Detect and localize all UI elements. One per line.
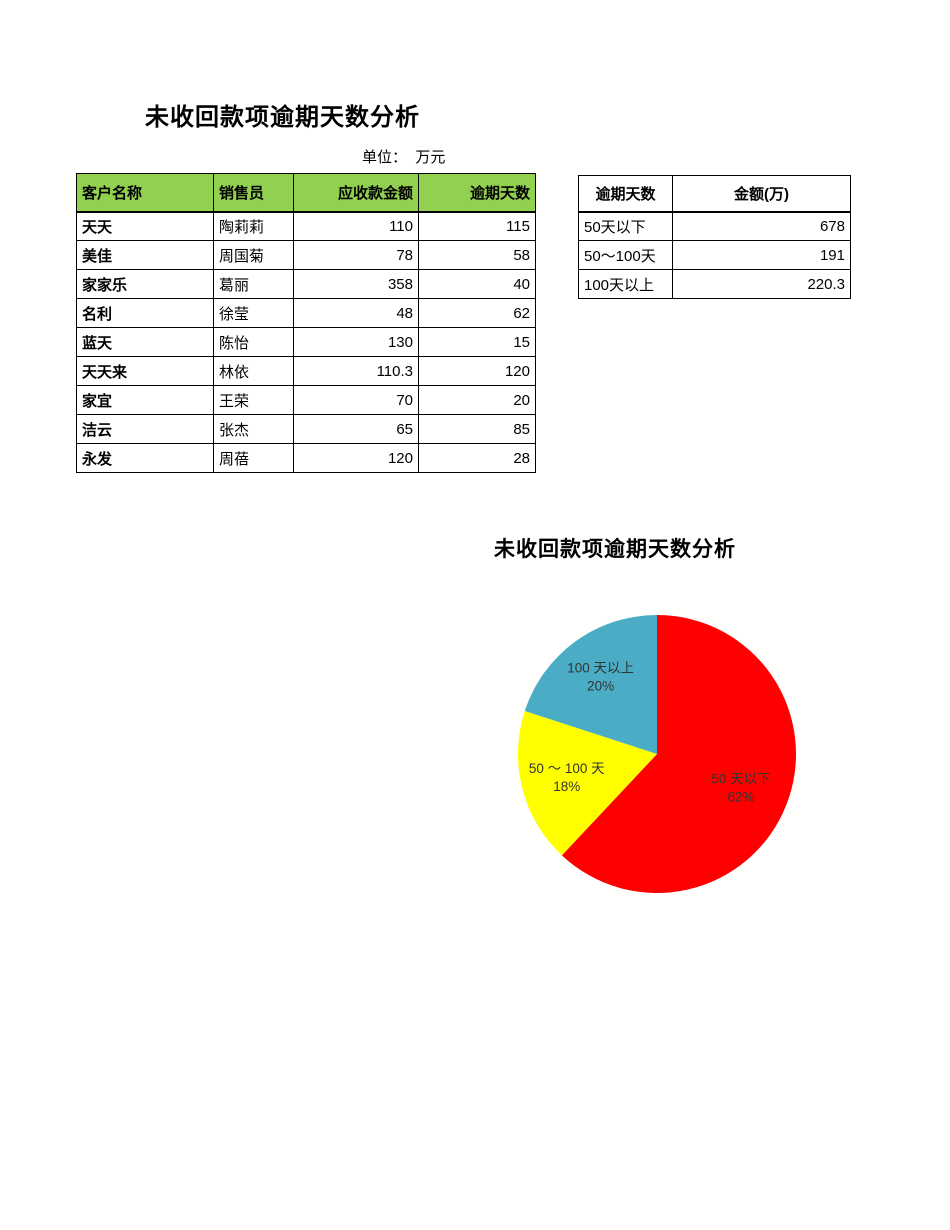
overdue-bucket-cell[interactable]: 50天以下 [578, 211, 673, 241]
receivable-amount-cell[interactable]: 70 [293, 385, 419, 415]
overdue-days-cell[interactable]: 120 [418, 356, 536, 386]
summary-table: 逾期天数 金额(万) 50天以下 678 50～100天 191 100天以上 220.3 [578, 175, 851, 299]
receivable-amount-cell[interactable]: 358 [293, 269, 419, 299]
pie-slice-2[interactable] [517, 711, 657, 856]
overdue-days-cell[interactable]: 62 [418, 298, 536, 328]
customer-name-cell[interactable]: 美佳 [76, 240, 214, 270]
overdue-days-cell[interactable]: 40 [418, 269, 536, 299]
overdue-days-cell[interactable]: 15 [418, 327, 536, 357]
receivables-table-header-row: 客户名称 销售员 应收款金额 逾期天数 [76, 173, 536, 213]
salesperson-cell[interactable]: 周国菊 [213, 240, 294, 270]
overdue-days-cell[interactable]: 20 [418, 385, 536, 415]
table-row: 洁云 张杰 65 85 [76, 414, 536, 444]
salesperson-cell[interactable]: 葛丽 [213, 269, 294, 299]
summary-row: 50天以下 678 [578, 211, 851, 241]
pie-slice-label: 100 天以上 20% [567, 660, 634, 693]
bucket-amount-cell[interactable]: 220.3 [672, 269, 851, 299]
summary-table-header-row: 逾期天数 金额(万) [578, 175, 851, 213]
table-row: 永发 周蓓 120 28 [76, 443, 536, 473]
salesperson-cell[interactable]: 周蓓 [213, 443, 294, 473]
salesperson-cell[interactable]: 陶莉莉 [213, 211, 294, 241]
salesperson-cell[interactable]: 徐莹 [213, 298, 294, 328]
pie-slice-1[interactable] [561, 615, 796, 893]
overdue-days-cell[interactable]: 28 [418, 443, 536, 473]
salesperson-cell[interactable]: 王荣 [213, 385, 294, 415]
summary-column-header[interactable]: 金额(万) [672, 175, 851, 213]
column-header[interactable]: 客户名称 [76, 173, 214, 213]
pie-slice-label: 50 ～ 100 天 18% [529, 761, 605, 794]
bucket-amount-cell[interactable]: 678 [672, 211, 851, 241]
customer-name-cell[interactable]: 蓝天 [76, 327, 214, 357]
column-header[interactable]: 逾期天数 [418, 173, 536, 213]
receivables-table: 客户名称 销售员 应收款金额 逾期天数 天天 陶莉莉 110 115 美佳 周国菊 78 58 家家乐… [76, 173, 536, 473]
customer-name-cell[interactable]: 家家乐 [76, 269, 214, 299]
overdue-days-cell[interactable]: 58 [418, 240, 536, 270]
page-title: 未收回款项逾期天数分析 [145, 104, 420, 131]
column-header[interactable]: 应收款金额 [293, 173, 419, 213]
customer-name-cell[interactable]: 永发 [76, 443, 214, 473]
bucket-amount-cell[interactable]: 191 [672, 240, 851, 270]
pie-slice-3[interactable] [524, 615, 657, 754]
salesperson-cell[interactable]: 张杰 [213, 414, 294, 444]
receivable-amount-cell[interactable]: 130 [293, 327, 419, 357]
overdue-days-cell[interactable]: 85 [418, 414, 536, 444]
customer-name-cell[interactable]: 洁云 [76, 414, 214, 444]
summary-column-header[interactable]: 逾期天数 [578, 175, 673, 213]
customer-name-cell[interactable]: 名利 [76, 298, 214, 328]
pie-chart: 50 天以下 62% 50 ～ 100 天 18% 100 天以上 20% [517, 615, 796, 893]
salesperson-cell[interactable]: 陈怡 [213, 327, 294, 357]
customer-name-cell[interactable]: 天天 [76, 211, 214, 241]
receivable-amount-cell[interactable]: 48 [293, 298, 419, 328]
customer-name-cell[interactable]: 家宜 [76, 385, 214, 415]
summary-row: 50～100天 191 [578, 240, 851, 270]
pie-slice-label: 50 天以下 62% [711, 771, 770, 804]
receivable-amount-cell[interactable]: 120 [293, 443, 419, 473]
table-row: 天天 陶莉莉 110 115 [76, 211, 536, 241]
receivable-amount-cell[interactable]: 110.3 [293, 356, 419, 386]
receivable-amount-cell[interactable]: 65 [293, 414, 419, 444]
table-row: 天天来 林依 110.3 120 [76, 356, 536, 386]
table-row: 名利 徐莹 48 62 [76, 298, 536, 328]
customer-name-cell[interactable]: 天天来 [76, 356, 214, 386]
column-header[interactable]: 销售员 [213, 173, 294, 213]
receivable-amount-cell[interactable]: 110 [293, 211, 419, 241]
table-row: 家家乐 葛丽 358 40 [76, 269, 536, 299]
overdue-bucket-cell[interactable]: 50～100天 [578, 240, 673, 270]
overdue-days-cell[interactable]: 115 [418, 211, 536, 241]
table-row: 蓝天 陈怡 130 15 [76, 327, 536, 357]
table-row: 家宜 王荣 70 20 [76, 385, 536, 415]
unit-label: 单位： 万元 [362, 149, 446, 166]
overdue-bucket-cell[interactable]: 100天以上 [578, 269, 673, 299]
chart-title: 未收回款项逾期天数分析 [494, 538, 736, 561]
table-row: 美佳 周国菊 78 58 [76, 240, 536, 270]
summary-row: 100天以上 220.3 [578, 269, 851, 299]
salesperson-cell[interactable]: 林依 [213, 356, 294, 386]
receivable-amount-cell[interactable]: 78 [293, 240, 419, 270]
